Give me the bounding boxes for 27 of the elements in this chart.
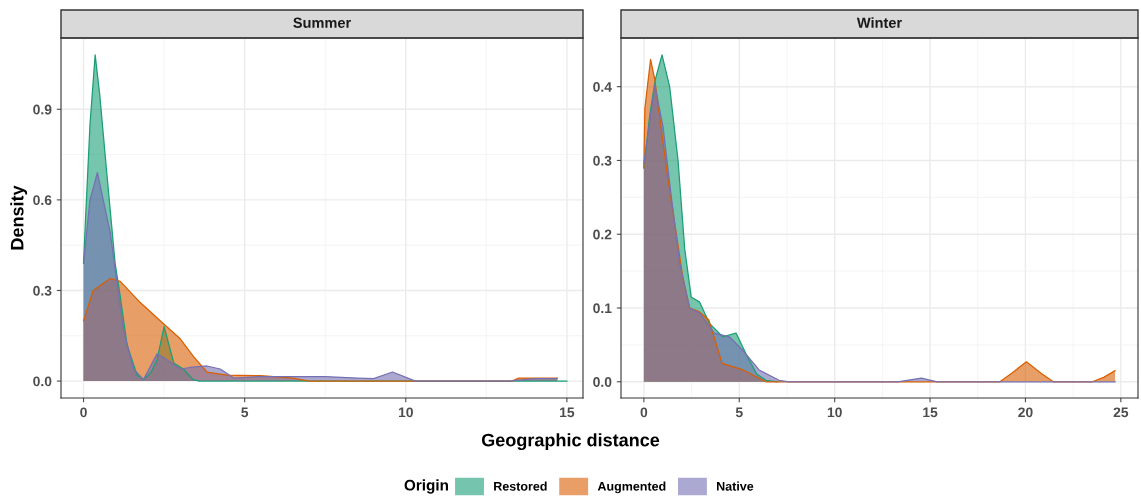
x-tick-label: 25 bbox=[1113, 407, 1129, 418]
y-tick-label: 0.0 bbox=[33, 376, 52, 387]
legend-label: Native bbox=[717, 481, 754, 491]
y-tick-label: 0.9 bbox=[33, 104, 52, 115]
y-tick-label: 0.4 bbox=[593, 82, 612, 92]
x-tick-label: 20 bbox=[1018, 407, 1033, 418]
y-tick-label: 0.2 bbox=[593, 229, 612, 240]
y-tick-label: 0.1 bbox=[593, 303, 612, 314]
x-tick-label: 10 bbox=[827, 407, 842, 418]
y-tick-label: 0.3 bbox=[33, 285, 52, 296]
x-tick-label: 0 bbox=[80, 407, 87, 418]
x-tick-label: 15 bbox=[923, 407, 938, 418]
y-tick-label: 0.6 bbox=[33, 195, 52, 206]
x-tick-label: 15 bbox=[560, 407, 575, 418]
y-tick-label: 0.3 bbox=[593, 155, 612, 166]
legend-label: Augmented bbox=[597, 481, 666, 494]
y-axis-title: Density bbox=[10, 185, 28, 250]
x-axis-title: Geographic distance bbox=[481, 433, 660, 451]
x-tick-label: 5 bbox=[241, 407, 249, 418]
x-tick-label: 5 bbox=[735, 407, 743, 418]
chart-title: Summer bbox=[293, 17, 351, 28]
x-tick-label: 0 bbox=[640, 407, 648, 418]
y-tick-label: 0.0 bbox=[593, 377, 612, 387]
legend-title: Origin bbox=[404, 479, 448, 494]
chart-title: Winter bbox=[856, 17, 902, 28]
legend-label: Restored bbox=[494, 481, 547, 491]
x-tick-label: 10 bbox=[398, 407, 413, 418]
